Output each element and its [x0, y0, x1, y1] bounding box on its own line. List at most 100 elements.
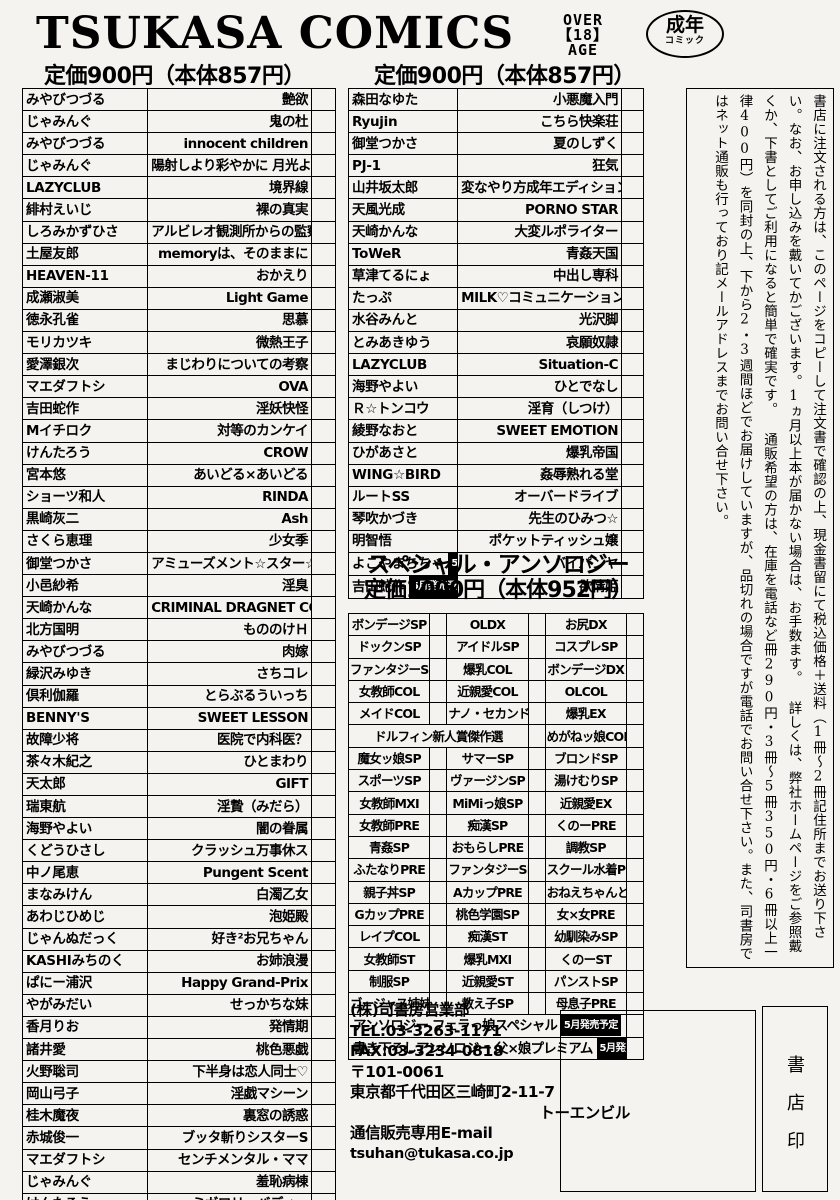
order-quantity-checkbox[interactable] — [621, 397, 644, 421]
order-quantity-checkbox[interactable] — [625, 791, 645, 815]
order-quantity-checkbox[interactable] — [311, 485, 336, 509]
order-quantity-checkbox[interactable] — [311, 176, 336, 200]
order-quantity-checkbox[interactable] — [429, 925, 448, 949]
order-quantity-checkbox[interactable] — [621, 110, 644, 134]
order-quantity-checkbox[interactable] — [311, 132, 336, 156]
order-quantity-checkbox[interactable] — [621, 132, 644, 156]
order-quantity-checkbox[interactable] — [621, 331, 644, 355]
order-quantity-checkbox[interactable] — [625, 969, 645, 994]
order-quantity-checkbox[interactable] — [429, 702, 448, 726]
order-quantity-checkbox[interactable] — [625, 902, 645, 927]
order-quantity-checkbox[interactable] — [311, 198, 336, 222]
order-quantity-checkbox[interactable] — [311, 662, 336, 686]
order-quantity-checkbox[interactable] — [625, 746, 645, 771]
order-quantity-checkbox[interactable] — [311, 154, 336, 178]
order-quantity-checkbox[interactable] — [311, 1060, 336, 1084]
order-quantity-checkbox[interactable] — [311, 971, 336, 995]
order-quantity-checkbox[interactable] — [311, 640, 336, 664]
order-quantity-checkbox[interactable] — [311, 441, 336, 465]
order-quantity-checkbox[interactable] — [311, 883, 336, 907]
order-quantity-checkbox[interactable] — [527, 947, 546, 971]
order-quantity-checkbox[interactable] — [625, 992, 645, 1016]
order-quantity-checkbox[interactable] — [621, 375, 644, 399]
order-quantity-checkbox[interactable] — [311, 551, 336, 576]
order-quantity-checkbox[interactable] — [311, 794, 336, 819]
order-quantity-checkbox[interactable] — [621, 419, 644, 443]
order-quantity-checkbox[interactable] — [311, 839, 336, 863]
order-quantity-checkbox[interactable] — [625, 724, 645, 748]
order-quantity-checkbox[interactable] — [621, 87, 644, 112]
order-quantity-checkbox[interactable] — [625, 835, 645, 860]
bookstore-stamp-box[interactable]: 書店印 — [762, 1006, 828, 1192]
order-quantity-checkbox[interactable] — [311, 684, 336, 708]
order-quantity-checkbox[interactable] — [311, 110, 336, 134]
order-quantity-checkbox[interactable] — [625, 679, 645, 704]
order-quantity-checkbox[interactable] — [527, 880, 546, 904]
order-quantity-checkbox[interactable] — [621, 286, 644, 310]
order-quantity-checkbox[interactable] — [311, 1192, 336, 1200]
order-quantity-checkbox[interactable] — [311, 220, 336, 244]
order-quantity-checkbox[interactable] — [311, 728, 336, 752]
order-quantity-checkbox[interactable] — [621, 353, 644, 377]
order-quantity-checkbox[interactable] — [625, 657, 645, 681]
order-quantity-checkbox[interactable] — [429, 769, 448, 793]
order-quantity-checkbox[interactable] — [621, 507, 644, 531]
order-quantity-checkbox[interactable] — [311, 772, 336, 797]
order-quantity-checkbox[interactable] — [311, 419, 336, 443]
order-quantity-checkbox[interactable] — [621, 463, 644, 487]
order-quantity-checkbox[interactable] — [429, 746, 448, 771]
order-quantity-checkbox[interactable] — [311, 507, 336, 531]
order-quantity-checkbox[interactable] — [621, 441, 644, 465]
order-quantity-checkbox[interactable] — [311, 927, 336, 951]
order-quantity-checkbox[interactable] — [527, 902, 546, 927]
order-quantity-checkbox[interactable] — [311, 463, 336, 487]
order-quantity-checkbox[interactable] — [527, 769, 546, 793]
order-quantity-checkbox[interactable] — [311, 308, 336, 333]
order-quantity-checkbox[interactable] — [621, 242, 644, 266]
order-quantity-checkbox[interactable] — [527, 835, 546, 860]
order-quantity-checkbox[interactable] — [311, 861, 336, 885]
order-quantity-checkbox[interactable] — [429, 880, 448, 904]
order-quantity-checkbox[interactable] — [621, 220, 644, 244]
order-quantity-checkbox[interactable] — [429, 635, 448, 659]
order-quantity-checkbox[interactable] — [311, 949, 336, 973]
order-quantity-checkbox[interactable] — [621, 574, 644, 599]
order-quantity-checkbox[interactable] — [311, 817, 336, 841]
order-quantity-checkbox[interactable] — [311, 905, 336, 929]
order-quantity-checkbox[interactable] — [527, 679, 546, 704]
order-quantity-checkbox[interactable] — [527, 969, 546, 994]
order-quantity-checkbox[interactable] — [311, 353, 336, 377]
order-quantity-checkbox[interactable] — [429, 612, 448, 637]
order-quantity-checkbox[interactable] — [527, 813, 546, 837]
order-quantity-checkbox[interactable] — [429, 791, 448, 815]
order-quantity-checkbox[interactable] — [311, 1170, 336, 1194]
order-quantity-checkbox[interactable] — [621, 198, 644, 222]
order-quantity-checkbox[interactable] — [311, 574, 336, 598]
order-quantity-checkbox[interactable] — [527, 791, 546, 815]
order-quantity-checkbox[interactable] — [311, 750, 336, 774]
order-quantity-checkbox[interactable] — [625, 858, 645, 882]
order-quantity-checkbox[interactable] — [429, 902, 448, 927]
order-quantity-checkbox[interactable] — [527, 702, 546, 726]
order-quantity-checkbox[interactable] — [621, 529, 644, 553]
order-quantity-checkbox[interactable] — [311, 618, 336, 642]
order-quantity-checkbox[interactable] — [621, 308, 644, 333]
order-quantity-checkbox[interactable] — [429, 969, 448, 994]
order-quantity-checkbox[interactable] — [625, 925, 645, 949]
order-quantity-checkbox[interactable] — [527, 746, 546, 771]
order-quantity-checkbox[interactable] — [311, 264, 336, 288]
order-quantity-checkbox[interactable] — [311, 1015, 336, 1040]
order-quantity-checkbox[interactable] — [311, 242, 336, 266]
order-quantity-checkbox[interactable] — [625, 947, 645, 971]
order-quantity-checkbox[interactable] — [311, 375, 336, 399]
order-quantity-checkbox[interactable] — [429, 657, 448, 681]
order-quantity-checkbox[interactable] — [311, 529, 336, 553]
order-quantity-checkbox[interactable] — [621, 154, 644, 178]
order-quantity-checkbox[interactable] — [429, 835, 448, 860]
order-quantity-checkbox[interactable] — [527, 657, 546, 681]
order-quantity-checkbox[interactable] — [429, 858, 448, 882]
order-quantity-checkbox[interactable] — [311, 596, 336, 620]
order-quantity-checkbox[interactable] — [625, 769, 645, 793]
order-quantity-checkbox[interactable] — [625, 813, 645, 837]
order-quantity-checkbox[interactable] — [311, 397, 336, 421]
